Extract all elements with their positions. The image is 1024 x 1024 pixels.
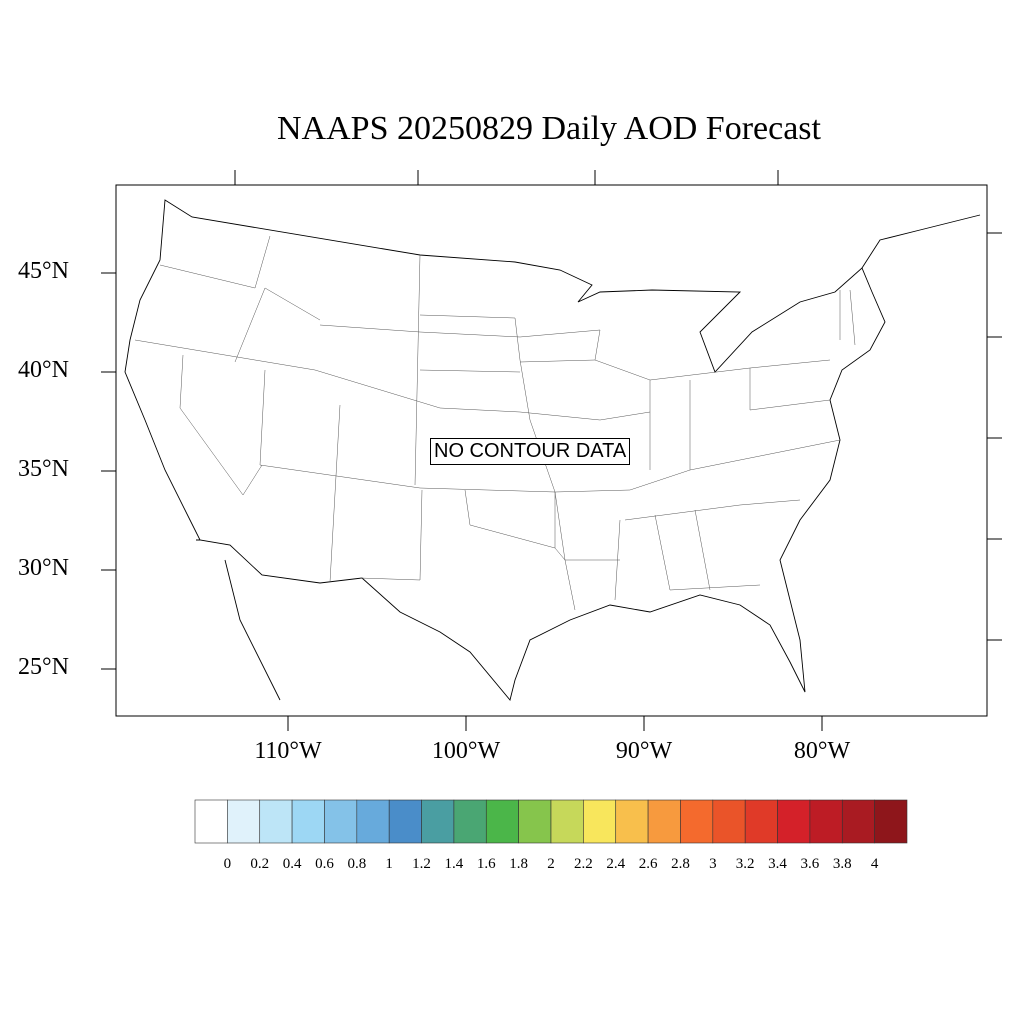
colorbar-box xyxy=(680,799,714,844)
colorbar-label: 1.6 xyxy=(476,856,496,872)
lat-label: 35°N xyxy=(18,456,69,482)
colorbar-box xyxy=(841,799,875,844)
map-title: NAAPS 20250829 Daily AOD Forecast xyxy=(277,110,821,147)
colorbar-box xyxy=(227,799,261,844)
colorbar-box xyxy=(647,799,681,844)
lon-label: 100°W xyxy=(431,738,501,764)
lat-label: 30°N xyxy=(18,555,69,581)
lat-label: 25°N xyxy=(18,654,69,680)
colorbar-box xyxy=(712,799,746,844)
colorbar-box xyxy=(356,799,390,844)
colorbar-label: 0 xyxy=(223,856,232,872)
lon-label: 80°W xyxy=(793,738,851,764)
colorbar-label: 0.4 xyxy=(282,856,302,872)
colorbar-box xyxy=(583,799,617,844)
colorbar-label: 2.2 xyxy=(573,856,593,872)
colorbar-label: 0.2 xyxy=(250,856,270,872)
us-coastline xyxy=(124,199,886,701)
colorbar-label: 2 xyxy=(547,856,555,872)
colorbar-box xyxy=(421,799,455,844)
colorbar-label: 0.8 xyxy=(347,856,367,872)
colorbar-label: 1.8 xyxy=(509,856,528,872)
colorbar-box xyxy=(453,799,487,844)
colorbar xyxy=(194,799,908,844)
colorbar-box xyxy=(194,799,228,844)
lon-label: 110°W xyxy=(254,738,322,764)
colorbar-label: 3.4 xyxy=(768,856,787,872)
colorbar-label: 2.6 xyxy=(638,856,658,872)
colorbar-label: 1 xyxy=(385,856,393,872)
mexico-canada-border xyxy=(196,214,981,701)
lat-label: 45°N xyxy=(18,258,69,284)
no-contour-data-label: NO CONTOUR DATA xyxy=(430,438,631,465)
colorbar-label: 2.4 xyxy=(606,856,626,872)
colorbar-label: 3.8 xyxy=(832,856,852,872)
colorbar-label: 4 xyxy=(870,856,879,872)
colorbar-box xyxy=(388,799,422,844)
lat-label: 40°N xyxy=(18,357,69,383)
tick-marks xyxy=(101,170,1002,731)
colorbar-box xyxy=(259,799,293,844)
colorbar-label: 3.2 xyxy=(735,856,755,872)
colorbar-label: 0.6 xyxy=(315,856,334,872)
colorbar-box xyxy=(324,799,358,844)
colorbar-label: 3.6 xyxy=(800,856,820,872)
colorbar-box xyxy=(744,799,778,844)
colorbar-box xyxy=(809,799,843,844)
colorbar-box xyxy=(291,799,325,844)
colorbar-box xyxy=(518,799,552,844)
state-borders xyxy=(134,235,856,611)
lon-label: 90°W xyxy=(615,738,673,764)
colorbar-box xyxy=(874,799,908,844)
colorbar-box xyxy=(550,799,584,844)
colorbar-label: 2.8 xyxy=(671,856,690,872)
colorbar-label: 3 xyxy=(709,856,717,872)
colorbar-box xyxy=(777,799,811,844)
colorbar-label: 1.2 xyxy=(412,856,431,872)
colorbar-label: 1.4 xyxy=(444,856,464,872)
colorbar-box xyxy=(615,799,649,844)
colorbar-box xyxy=(485,799,519,844)
